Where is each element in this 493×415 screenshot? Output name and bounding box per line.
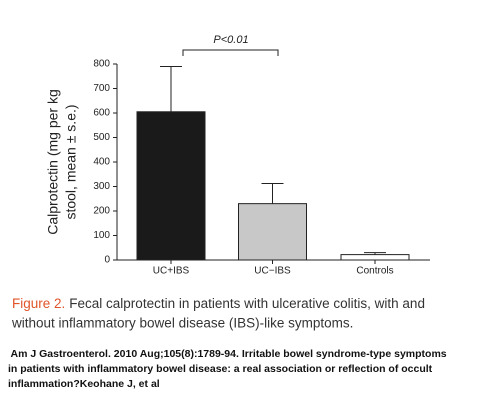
y-tick-label: 700 [93,83,110,94]
bar [340,254,410,261]
y-tick-label: 400 [93,157,110,168]
y-tick-label: 500 [93,132,110,143]
y-tick-label: 300 [93,181,110,192]
caption-text: Fecal calprotectin in patients with ulce… [69,296,425,311]
y-axis-label: Calprotectin (mg per kg stool, mean ± s.… [45,89,79,235]
y-tick-label: 600 [93,108,110,119]
bar [238,203,307,261]
caption-label: Figure 2. [12,296,65,311]
y-label-line: Calprotectin (mg per kg [45,89,61,235]
significance-label: P<0.01 [213,34,248,46]
bar [136,111,206,261]
y-label-line: stool, mean ± s.e.) [63,104,79,219]
x-tick-label: UC+IBS [153,266,190,277]
significance-bracket [182,49,279,56]
y-tick-label: 200 [93,206,110,217]
citation-line: inflammation?Keohane J, et al [8,378,160,390]
caption-text: without inflammatory bowel disease (IBS)… [11,316,353,331]
x-tick-label: Controls [356,266,393,277]
y-tick-label: 0 [104,255,110,266]
x-tick-label: UC−IBS [254,266,291,277]
y-tick-label: 800 [93,59,110,70]
citation-line: Am J Gastroenterol. 2010 Aug;105(8):1789… [8,348,447,360]
y-tick-label: 100 [93,230,110,241]
citation-line: in patients with inflammatory bowel dise… [8,363,433,375]
caption-line: Figure 2. Fecal calprotectin in patients … [12,296,425,311]
